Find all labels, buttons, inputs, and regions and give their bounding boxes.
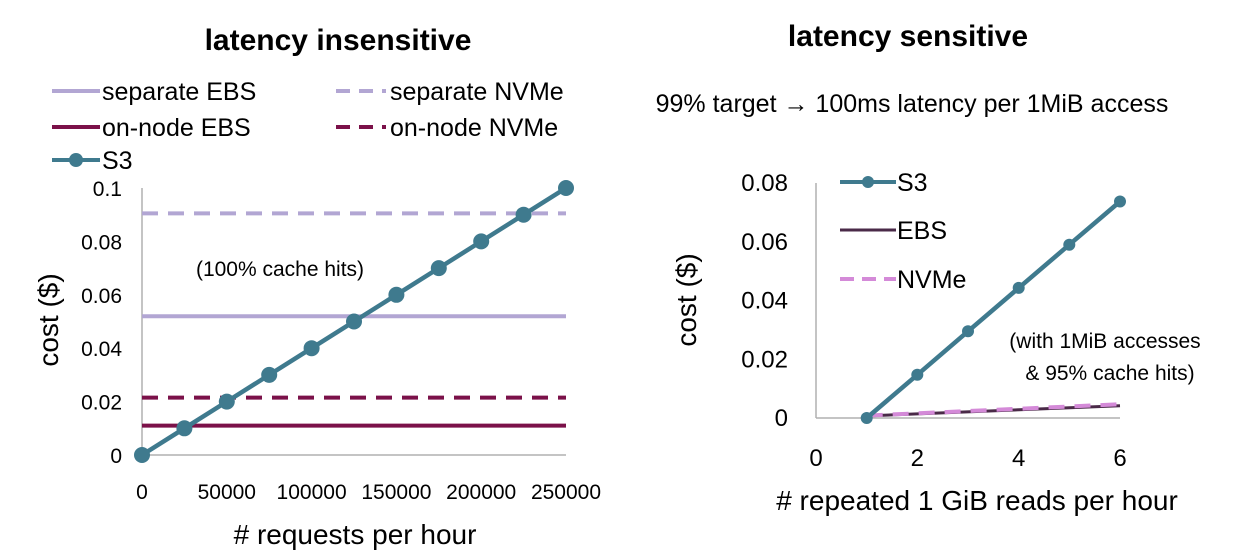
- chart2-y-tick-label: 0.06: [741, 229, 788, 256]
- data-point-s3-chart1: [134, 447, 150, 463]
- data-point-s3-chart1: [388, 286, 405, 303]
- data-point-s3-chart2: [1063, 238, 1076, 251]
- chart1-y-tick-label: 0.04: [81, 338, 122, 361]
- chart2-x-tick-label: 4: [1012, 445, 1025, 472]
- chart1-y-tick-label: 0.06: [81, 285, 122, 308]
- chart1-x-tick-label: 100000: [277, 481, 347, 504]
- data-point-s3-chart2: [1114, 195, 1126, 208]
- legend-label-on-node-ebs: on-node EBS: [102, 114, 251, 142]
- series-line-nvme-chart2: [866, 402, 1121, 418]
- chart2-x-tick-label: 0: [809, 445, 822, 472]
- chart2-y-tick-label: 0: [775, 405, 788, 432]
- chart1-annotation: (100% cache hits): [196, 258, 364, 281]
- chart2-subtitle: 99% target → 100ms latency per 1MiB acce…: [656, 90, 1169, 118]
- data-point-s3-chart1: [218, 393, 235, 410]
- legend-marker-s3-2: [862, 176, 874, 188]
- chart1-legend: separate EBS separate NVMe on-node EBS o…: [52, 78, 564, 175]
- data-point-s3-chart2: [962, 325, 974, 338]
- legend-marker-s3: [69, 153, 83, 167]
- chart1-x-tick-label: 250000: [531, 481, 601, 504]
- chart2-annotation-line2: & 95% cache hits): [1025, 362, 1194, 385]
- legend-label-ebs: EBS: [897, 217, 947, 245]
- data-point-s3-chart2: [911, 368, 924, 381]
- chart1-axes: 0 0.02 0.04 0.06 0.08 0.1 0 50000 100000 150000 20…: [81, 178, 601, 504]
- chart2-annotation-line1: (with 1MiB accesses: [1009, 330, 1200, 353]
- data-point-s3-chart1: [176, 420, 193, 437]
- legend-label-nvme: NVMe: [897, 266, 966, 294]
- data-point-s3-chart2: [1012, 281, 1025, 294]
- chart2-ylabel: cost ($): [671, 253, 702, 346]
- chart2-y-tick-label: 0.04: [741, 288, 788, 315]
- chart2-x-tick-label: 6: [1113, 445, 1126, 472]
- chart2-plot-area: [860, 195, 1126, 424]
- chart1-x-tick-label: 50000: [198, 481, 256, 504]
- chart2-y-tick-label: 0.08: [741, 170, 788, 197]
- data-point-s3-chart1: [303, 340, 320, 357]
- chart1-x-tick-label: 200000: [446, 481, 516, 504]
- data-point-s3-chart1: [430, 260, 447, 277]
- chart2-xlabel: # repeated 1 GiB reads per hour: [776, 485, 1178, 516]
- data-point-s3-chart1: [515, 206, 532, 223]
- chart1-plot-area: [134, 180, 574, 463]
- chart1-y-tick-label: 0.1: [93, 178, 122, 201]
- chart2-title: latency sensitive: [788, 20, 1028, 53]
- legend-label-on-node-nvme: on-node NVMe: [390, 114, 558, 142]
- data-point-s3-chart1: [346, 313, 362, 330]
- chart1-xlabel: # requests per hour: [234, 519, 477, 550]
- chart1-y-tick-label: 0.08: [81, 231, 122, 254]
- chart2-axes: 0 0.02 0.04 0.06 0.08 0 2 4 6: [741, 170, 1126, 472]
- legend-label-separate-nvme: separate NVMe: [390, 78, 564, 106]
- chart2-legend: S3 EBS NVMe: [840, 169, 966, 294]
- chart1-y-tick-label: 0.02: [81, 392, 122, 415]
- chart1-title: latency insensitive: [205, 24, 472, 57]
- legend-label-s3-2: S3: [897, 169, 928, 197]
- chart2-x-tick-label: 2: [911, 445, 924, 472]
- chart1-x-tick-label: 0: [136, 481, 148, 504]
- chart1-ylabel: cost ($): [33, 273, 64, 366]
- legend-label-s3: S3: [102, 147, 133, 175]
- data-point-s3-chart2: [860, 412, 873, 424]
- chart2-y-tick-label: 0.02: [741, 346, 788, 373]
- data-point-s3-chart1: [261, 366, 278, 383]
- data-point-s3-chart1: [558, 180, 574, 196]
- legend-label-separate-ebs: separate EBS: [102, 78, 256, 106]
- chart1-y-tick-label: 0: [110, 445, 122, 468]
- chart1-x-tick-label: 150000: [361, 481, 431, 504]
- series-line-s3-chart2: [865, 199, 1122, 420]
- data-point-s3-chart1: [473, 233, 490, 250]
